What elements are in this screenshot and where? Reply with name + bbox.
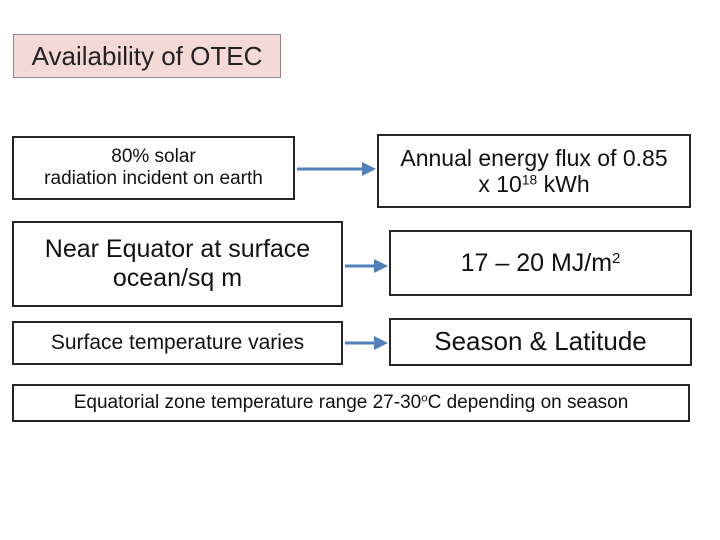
energy-flux-unit: kWh	[537, 171, 590, 197]
solar-radiation-box: 80% solar radiation incident on earth	[12, 136, 295, 200]
solar-radiation-text: 80% solar radiation incident on earth	[44, 146, 263, 190]
equator-surface-box: Near Equator at surface ocean/sq m	[12, 221, 343, 307]
slide-title: Availability of OTEC	[13, 34, 281, 78]
energy-flux-text: Annual energy flux of 0.85 x 1018 kWh	[400, 145, 667, 198]
slide-title-text: Availability of OTEC	[31, 40, 263, 71]
surface-temperature-text: Surface temperature varies	[50, 330, 305, 354]
energy-per-area-text: 17 – 20 MJ/m2	[461, 249, 621, 278]
equator-surface-line-2: ocean/sq m	[112, 264, 243, 292]
arrow-row-3	[345, 336, 388, 350]
energy-per-area-exponent: 2	[612, 249, 621, 267]
equatorial-temperature-post: C depending on season	[427, 392, 629, 414]
energy-flux-box: Annual energy flux of 0.85 x 1018 kWh	[377, 134, 691, 208]
energy-per-area-box: 17 – 20 MJ/m2	[389, 230, 692, 296]
energy-per-area-value: 17 – 20 MJ/m	[460, 248, 613, 277]
equator-surface-text: Near Equator at surface ocean/sq m	[45, 235, 310, 293]
energy-flux-base: x 10	[478, 171, 522, 197]
arrow-row-1	[297, 162, 376, 176]
equatorial-temperature-pre: Equatorial zone temperature range 27-30	[73, 392, 422, 414]
degree-symbol: o	[421, 392, 428, 405]
energy-flux-line-2: x 1018 kWh	[400, 171, 667, 197]
season-latitude-text: Season & Latitude	[434, 326, 647, 357]
equatorial-temperature-box: Equatorial zone temperature range 27-30o…	[12, 384, 690, 422]
equatorial-temperature-text: Equatorial zone temperature range 27-30o…	[74, 392, 629, 414]
solar-radiation-line-2: radiation incident on earth	[44, 168, 263, 189]
season-latitude-box: Season & Latitude	[389, 318, 692, 366]
solar-radiation-line-1: 80% solar	[111, 146, 196, 168]
energy-flux-line-1: Annual energy flux of 0.85	[400, 144, 668, 171]
arrow-row-2	[345, 259, 388, 273]
surface-temperature-box: Surface temperature varies	[12, 321, 343, 365]
equator-surface-line-1: Near Equator at surface	[44, 235, 311, 264]
energy-flux-exponent: 18	[521, 172, 538, 188]
